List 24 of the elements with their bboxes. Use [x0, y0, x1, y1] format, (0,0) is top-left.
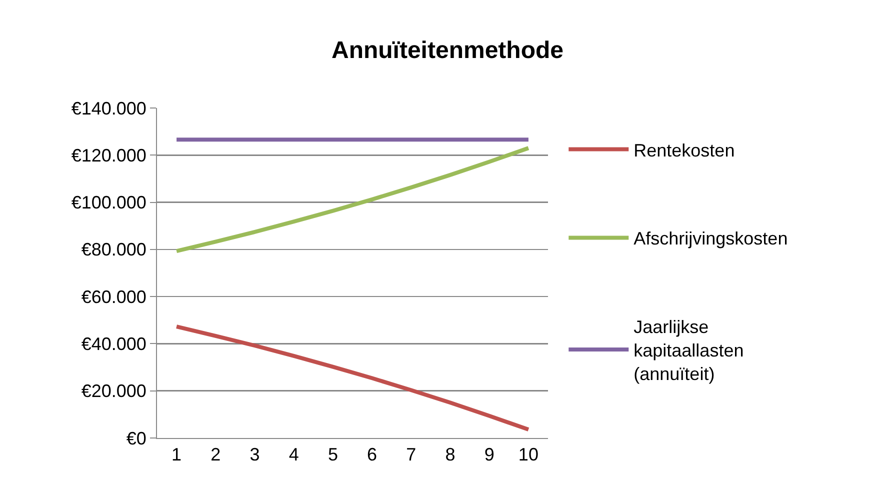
x-tick-label: 1 — [172, 444, 182, 465]
y-tick-label: €40.000 — [81, 334, 146, 354]
legend-label: Rentekosten — [634, 140, 735, 160]
line-series — [174, 324, 530, 432]
legend-label: Afschrijvingskosten — [634, 228, 788, 249]
x-tick-label: 2 — [210, 444, 221, 465]
x-tick-label: 6 — [367, 444, 378, 465]
x-tick-label: 7 — [406, 444, 416, 465]
x-tick-label: 4 — [288, 444, 299, 465]
x-tick-label: 8 — [445, 444, 456, 465]
x-tick-label: 10 — [518, 444, 538, 465]
y-tick-label: €80.000 — [81, 240, 146, 260]
x-tick-label: 9 — [484, 444, 494, 465]
line-series — [174, 146, 530, 254]
y-tick-label: €0 — [126, 428, 146, 448]
y-tick-label: €100.000 — [71, 192, 146, 213]
x-tick-label: 5 — [328, 444, 338, 465]
y-tick-label: €140.000 — [71, 98, 146, 118]
y-tick-label: €60.000 — [81, 286, 146, 307]
legend-label: Jaarlijkse kapitaallasten (annuïteit) — [634, 317, 744, 384]
chart-title: Annuïteitenmethode — [331, 37, 564, 64]
y-tick-label: €20.000 — [81, 381, 146, 402]
y-tick-label: €120.000 — [71, 145, 146, 166]
x-tick-label: 3 — [250, 444, 260, 465]
